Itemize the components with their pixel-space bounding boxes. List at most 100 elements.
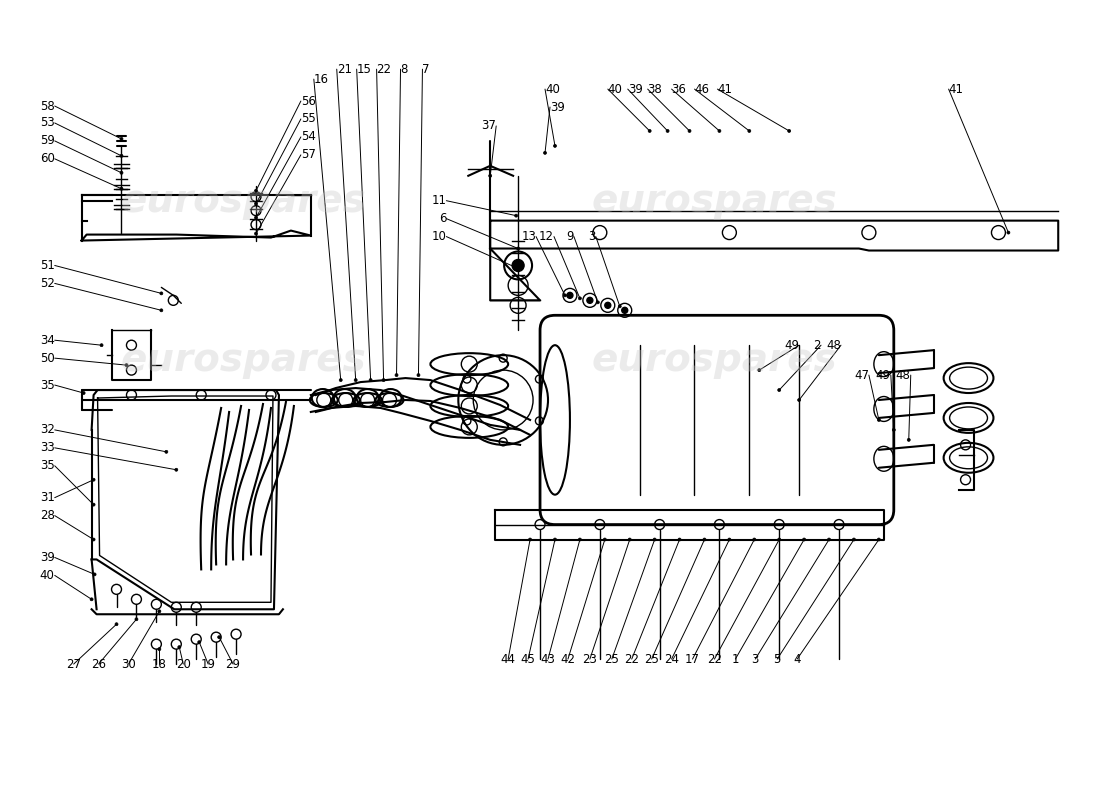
Circle shape (82, 391, 85, 394)
Circle shape (553, 538, 557, 541)
Circle shape (370, 378, 372, 382)
Text: 12: 12 (539, 230, 554, 243)
Circle shape (90, 598, 94, 601)
Text: 6: 6 (439, 212, 447, 225)
Text: 54: 54 (301, 130, 316, 143)
Circle shape (678, 538, 681, 541)
Text: 40: 40 (40, 569, 55, 582)
Text: 48: 48 (895, 369, 911, 382)
Circle shape (827, 538, 830, 541)
Circle shape (160, 292, 163, 295)
Text: 22: 22 (707, 653, 722, 666)
Text: eurospares: eurospares (592, 341, 837, 379)
Text: 4: 4 (793, 653, 801, 666)
Text: 28: 28 (40, 509, 55, 522)
Text: 49: 49 (784, 338, 799, 352)
Circle shape (339, 378, 342, 382)
Circle shape (529, 538, 531, 541)
Text: 1: 1 (732, 653, 739, 666)
Circle shape (158, 648, 161, 650)
Text: 18: 18 (152, 658, 167, 670)
Circle shape (563, 294, 566, 297)
Circle shape (395, 374, 398, 377)
Circle shape (587, 298, 593, 303)
Circle shape (653, 538, 656, 541)
Circle shape (120, 171, 123, 174)
Text: 37: 37 (482, 119, 496, 133)
Circle shape (778, 538, 781, 541)
Circle shape (718, 130, 721, 133)
Circle shape (198, 641, 200, 644)
Circle shape (566, 292, 573, 298)
Circle shape (92, 503, 95, 506)
Text: 47: 47 (854, 369, 869, 382)
Circle shape (878, 418, 880, 422)
Circle shape (648, 130, 651, 133)
Text: 39: 39 (550, 101, 565, 114)
Circle shape (178, 646, 180, 649)
Text: 38: 38 (648, 82, 662, 95)
Text: 22: 22 (624, 653, 639, 666)
Text: 8: 8 (400, 62, 408, 76)
Circle shape (94, 573, 96, 576)
Text: 21: 21 (337, 62, 352, 76)
Circle shape (543, 151, 547, 154)
Text: 51: 51 (40, 259, 55, 272)
Text: eurospares: eurospares (592, 182, 837, 220)
Text: 7: 7 (422, 62, 430, 76)
Circle shape (488, 174, 492, 178)
Circle shape (158, 610, 161, 613)
Circle shape (116, 622, 118, 626)
Circle shape (517, 267, 519, 270)
Text: 11: 11 (431, 194, 447, 207)
Circle shape (92, 478, 95, 482)
Text: 30: 30 (121, 658, 135, 670)
Circle shape (120, 138, 123, 141)
Text: 50: 50 (40, 352, 55, 365)
Circle shape (120, 187, 123, 190)
Circle shape (752, 538, 756, 541)
Text: 39: 39 (40, 551, 55, 564)
Circle shape (417, 374, 420, 377)
Text: 19: 19 (200, 658, 216, 670)
Text: 45: 45 (520, 653, 536, 666)
Circle shape (748, 130, 751, 133)
Text: 49: 49 (876, 369, 891, 382)
Circle shape (517, 247, 519, 250)
Circle shape (596, 301, 600, 304)
Text: 56: 56 (301, 94, 316, 107)
Text: 3: 3 (588, 230, 596, 243)
Text: 40: 40 (608, 82, 623, 95)
Circle shape (92, 538, 95, 541)
Circle shape (618, 305, 621, 308)
Text: 41: 41 (948, 82, 964, 95)
Text: 25: 25 (645, 653, 659, 666)
Circle shape (218, 636, 221, 638)
Circle shape (798, 398, 801, 402)
Circle shape (603, 538, 606, 541)
Circle shape (254, 190, 257, 192)
Circle shape (703, 538, 706, 541)
Text: 42: 42 (560, 653, 575, 666)
Circle shape (788, 130, 791, 133)
Circle shape (165, 450, 168, 454)
Circle shape (605, 302, 610, 308)
Text: 24: 24 (664, 653, 679, 666)
Text: 20: 20 (176, 658, 190, 670)
Text: 3: 3 (751, 653, 759, 666)
Circle shape (382, 378, 385, 382)
Circle shape (579, 297, 582, 300)
Circle shape (125, 364, 128, 366)
Text: 31: 31 (40, 491, 55, 504)
Text: eurospares: eurospares (120, 341, 366, 379)
Text: 43: 43 (540, 653, 556, 666)
Text: 60: 60 (40, 152, 55, 166)
Text: 26: 26 (91, 658, 106, 670)
Circle shape (579, 538, 582, 541)
Text: 58: 58 (40, 99, 55, 113)
Circle shape (254, 216, 257, 219)
Circle shape (254, 202, 257, 205)
Circle shape (120, 154, 123, 158)
Circle shape (852, 538, 856, 541)
Circle shape (892, 429, 895, 431)
